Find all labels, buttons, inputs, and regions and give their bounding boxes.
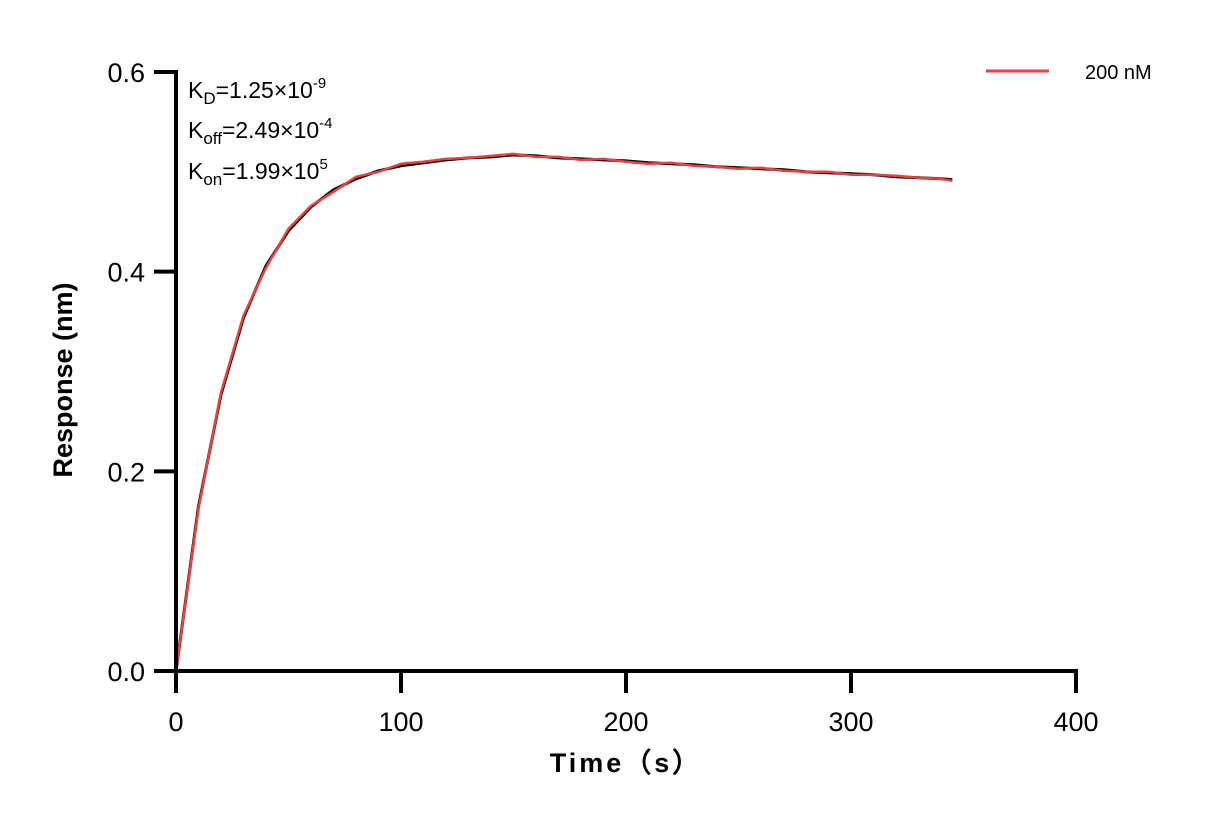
x-tick-label: 300 <box>828 707 873 737</box>
legend-label-200nM: 200 nM <box>1085 62 1152 84</box>
x-tick-label: 200 <box>603 707 648 737</box>
y-tick-label: 0.0 <box>107 657 145 687</box>
annotation-koff: Koff=2.49×10-4 <box>188 115 333 148</box>
x-axis-label: Time（s） <box>550 748 703 778</box>
y-tick-label: 0.4 <box>107 258 145 288</box>
y-tick-label: 0.2 <box>107 457 145 487</box>
x-tick-label: 400 <box>1053 707 1098 737</box>
annotation-kd: KD=1.25×10-9 <box>188 75 327 108</box>
fit-curve-line <box>174 153 953 672</box>
x-tick-label: 0 <box>168 707 183 737</box>
y-tick-label: 0.6 <box>107 58 145 88</box>
series-200nM-line <box>174 152 953 672</box>
annotation-kon: Kon=1.99×105 <box>188 156 328 189</box>
x-tick-label: 100 <box>378 707 423 737</box>
y-axis-label: Response (nm) <box>48 282 78 477</box>
